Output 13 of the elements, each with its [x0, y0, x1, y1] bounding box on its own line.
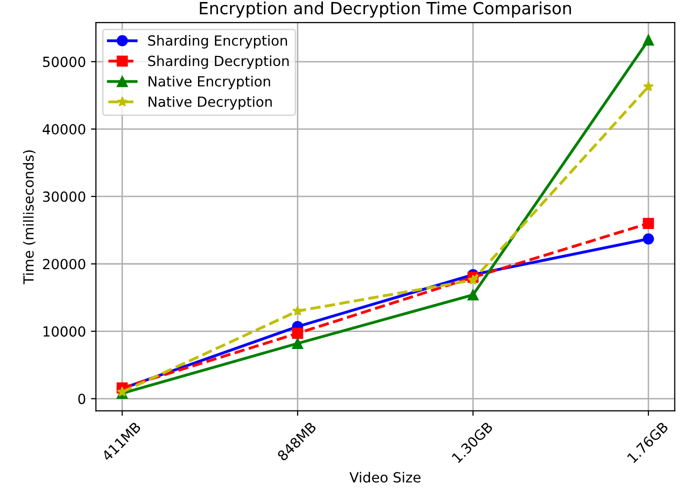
legend-label: Sharding Encryption	[148, 35, 287, 48]
y-tick-label: 0	[78, 394, 86, 404]
x-axis-title: Video Size	[350, 472, 420, 483]
legend-label: Native Decryption	[148, 96, 272, 110]
chart-title: Encryption and Decryption Time Comparison	[200, 2, 571, 18]
y-tick-label: 20000	[43, 258, 86, 270]
y-tick-label: 50000	[43, 56, 86, 68]
y-tick-label: 40000	[42, 124, 86, 135]
legend-label: Native Encryption	[148, 76, 270, 90]
y-tick-label: 10000	[44, 326, 86, 337]
y-axis-title: Time (milliseconds)	[22, 150, 36, 284]
y-tick-label: 30000	[43, 191, 86, 202]
legend-label: Sharding Decryption	[148, 55, 289, 69]
